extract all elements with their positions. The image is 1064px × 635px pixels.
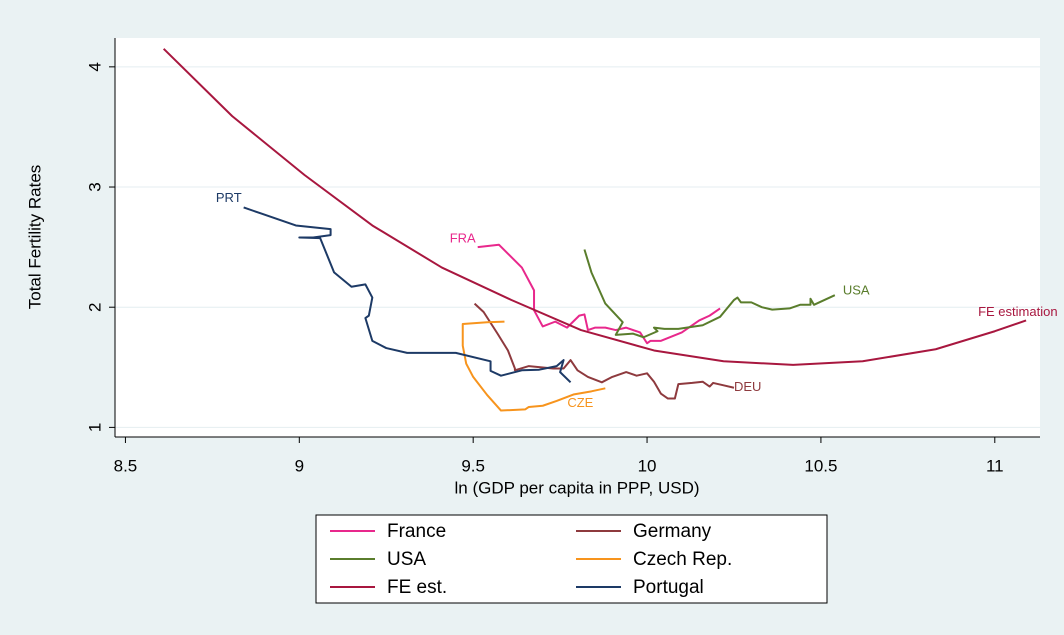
series-line	[583, 249, 836, 339]
series-label: CZE	[567, 395, 593, 410]
legend	[315, 514, 828, 604]
y-tick-label: 4	[85, 62, 104, 71]
series-line	[477, 243, 721, 345]
y-axis-title: Total Fertility Rates	[25, 165, 44, 310]
legend-label: Czech Rep.	[633, 549, 732, 570]
legend-label: Portugal	[633, 577, 704, 598]
series-label: FRA	[450, 231, 476, 246]
x-tick-label: 9	[295, 456, 304, 475]
x-tick-label: 10	[638, 456, 657, 475]
x-axis-title: ln (GDP per capita in PPP, USD)	[454, 478, 699, 497]
y-tick-label: 2	[85, 302, 104, 311]
series-label: DEU	[734, 379, 761, 394]
plot-area	[115, 38, 1040, 437]
series-label: FE estimation	[978, 304, 1057, 319]
y-tick-label: 3	[85, 182, 104, 191]
series-label: USA	[843, 283, 870, 298]
legend-label: France	[387, 521, 446, 542]
series-line	[473, 302, 735, 400]
series-label: PRT	[216, 190, 242, 205]
series-line	[162, 48, 1027, 366]
legend-label: Germany	[633, 521, 712, 542]
x-tick-label: 8.5	[114, 456, 138, 475]
series-line	[243, 206, 572, 384]
series-line	[461, 320, 606, 412]
x-tick-label: 10.5	[804, 456, 837, 475]
x-tick-label: 9.5	[461, 456, 485, 475]
legend-label: FE est.	[387, 577, 447, 598]
legend-label: USA	[387, 549, 426, 570]
y-tick-label: 1	[85, 423, 104, 432]
x-tick-label: 11	[986, 456, 1004, 475]
